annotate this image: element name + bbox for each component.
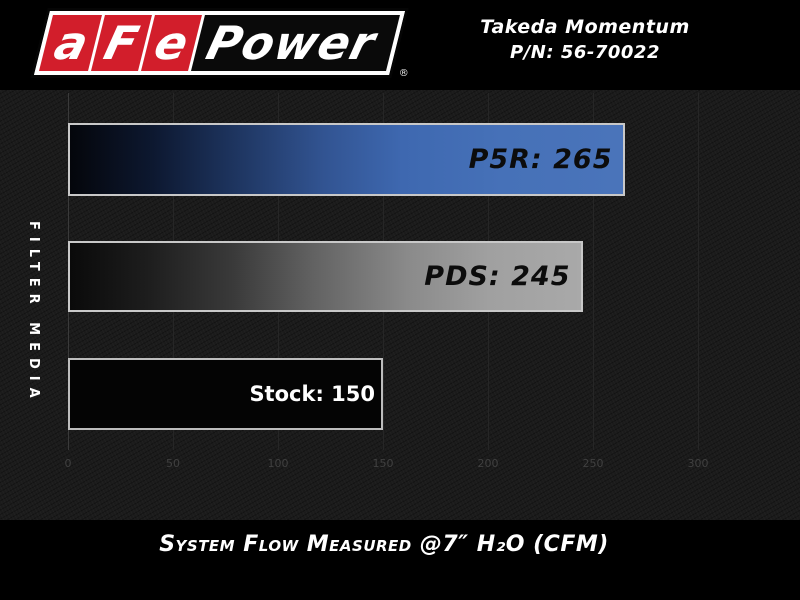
gridline-300 (698, 93, 699, 450)
product-header: Takeda Momentum P/N: 56-70022 (410, 16, 760, 63)
bar-label-p5r: P5R: 265 (468, 144, 613, 175)
x-tick-100: 100 (267, 457, 289, 470)
x-tick-0: 0 (64, 457, 72, 470)
bar-p5r: P5R: 265 (68, 123, 625, 196)
bar-label-stock: Stock: 150 (249, 382, 375, 406)
bar-stock: Stock: 150 (68, 358, 383, 430)
bar-label-pds: PDS: 245 (424, 261, 571, 292)
x-tick-150: 150 (372, 457, 394, 470)
afe-power-logo: a F e Power ® (34, 11, 409, 79)
registered-trademark-icon: ® (398, 68, 409, 79)
chart-title: System Flow Measured @7″ H₂O (CFM) (159, 532, 609, 557)
gridline-250 (593, 93, 594, 450)
logo-word-power: Power (191, 15, 400, 71)
product-name: Takeda Momentum (480, 16, 690, 38)
x-tick-300: 300 (687, 457, 709, 470)
footer-banner: System Flow Measured @7″ H₂O (CFM) (0, 520, 800, 600)
bar-pds: PDS: 245 (68, 241, 583, 312)
x-tick-200: 200 (477, 457, 499, 470)
y-axis-label: FILTER MEDIA (26, 221, 41, 405)
header-banner: a F e Power ® Takeda Momentum P/N: 56-70… (0, 0, 800, 90)
part-number: P/N: 56-70022 (510, 42, 660, 63)
afe-power-logo-box: a F e Power (34, 11, 405, 75)
x-tick-250: 250 (582, 457, 604, 470)
x-tick-50: 50 (166, 457, 180, 470)
plot-area: 0 50 100 150 200 250 300 P5R: 265 PDS: 245 Sto… (65, 93, 744, 470)
